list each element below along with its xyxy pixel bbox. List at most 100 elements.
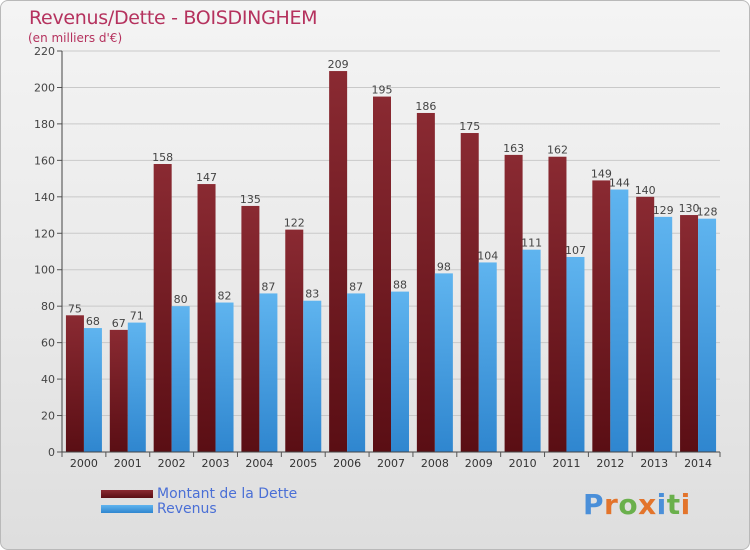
data-label-debt: 149 (591, 167, 612, 180)
logo-letter: t (666, 488, 681, 521)
bar-debt (592, 180, 611, 452)
data-label-revenue: 128 (697, 206, 718, 219)
bar-revenue (478, 262, 497, 452)
x-tick-label: 2003 (202, 457, 230, 470)
bar-debt (241, 205, 260, 452)
y-tick-label: 120 (34, 227, 55, 240)
data-label-revenue: 104 (477, 249, 498, 262)
bar-revenue (610, 189, 629, 452)
bar-debt (680, 215, 699, 452)
bar-revenue (522, 249, 541, 452)
bar-revenue (434, 273, 453, 452)
chart-title: Revenus/Dette - BOISDINGHEM (29, 7, 318, 29)
data-label-debt: 75 (68, 302, 82, 315)
data-label-revenue: 88 (393, 279, 407, 292)
y-tick-label: 140 (34, 191, 55, 204)
data-label-debt: 175 (459, 120, 480, 133)
y-tick-label: 200 (34, 81, 55, 94)
y-tick-label: 100 (34, 264, 55, 277)
legend-label-revenue: Revenus (157, 501, 217, 517)
data-label-revenue: 71 (130, 310, 144, 323)
data-label-revenue: 98 (437, 260, 451, 273)
data-label-revenue: 87 (349, 280, 363, 293)
y-tick-label: 80 (41, 300, 55, 313)
data-label-debt: 140 (635, 184, 656, 197)
data-label-revenue: 144 (609, 177, 630, 190)
bar-debt (153, 164, 172, 452)
legend-swatch-debt (101, 490, 153, 498)
bar-revenue (391, 291, 409, 452)
bar-debt (548, 156, 567, 452)
data-label-debt: 122 (284, 217, 305, 230)
bar-revenue (83, 328, 102, 452)
data-label-revenue: 129 (653, 204, 674, 217)
bar-debt (329, 71, 348, 453)
y-tick-label: 160 (34, 154, 55, 167)
x-tick-label: 2000 (70, 457, 98, 470)
data-label-debt: 162 (547, 144, 568, 157)
legend-swatch-revenue (101, 505, 153, 513)
data-label-debt: 186 (415, 100, 436, 113)
bar-debt (285, 229, 304, 452)
logo-letter: x (638, 488, 657, 521)
bar-revenue (303, 300, 322, 452)
x-tick-label: 2008 (421, 457, 449, 470)
data-label-debt: 195 (372, 84, 393, 97)
data-label-revenue: 68 (86, 315, 100, 328)
bar-revenue (654, 216, 673, 452)
data-label-revenue: 111 (521, 237, 542, 250)
bar-revenue (215, 302, 234, 452)
y-tick-label: 180 (34, 118, 55, 131)
y-tick-label: 20 (41, 410, 55, 423)
y-tick-label: 0 (48, 446, 55, 459)
y-tick-label: 40 (41, 373, 55, 386)
bar-debt (636, 196, 655, 452)
data-label-revenue: 87 (261, 280, 275, 293)
x-tick-label: 2005 (289, 457, 317, 470)
data-label-revenue: 107 (565, 244, 586, 257)
bar-revenue (259, 293, 278, 452)
bar-revenue (127, 322, 146, 452)
logo-letter: P (583, 488, 605, 521)
x-tick-label: 2011 (552, 457, 580, 470)
x-tick-label: 2013 (640, 457, 668, 470)
x-tick-label: 2002 (158, 457, 186, 470)
x-tick-label: 2007 (377, 457, 405, 470)
x-tick-label: 2014 (684, 457, 712, 470)
data-label-debt: 209 (328, 58, 349, 71)
bar-revenue (566, 256, 585, 452)
x-tick-label: 2009 (465, 457, 493, 470)
bar-debt (109, 329, 128, 452)
data-label-revenue: 83 (305, 288, 319, 301)
legend-label-debt: Montant de la Dette (157, 486, 298, 502)
bar-debt (65, 315, 84, 452)
bar-debt (504, 154, 523, 453)
proxiti-logo: Proxiti (583, 488, 691, 521)
bar-revenue (171, 306, 190, 452)
y-tick-label: 60 (41, 337, 55, 350)
data-label-debt: 135 (240, 193, 261, 206)
data-label-debt: 147 (196, 171, 217, 184)
data-label-debt: 163 (503, 142, 524, 155)
x-tick-label: 2001 (114, 457, 142, 470)
data-label-debt: 67 (112, 317, 126, 330)
logo-letter: i (680, 488, 691, 521)
bar-debt (197, 184, 216, 453)
logo-letter: i (656, 488, 667, 521)
x-tick-label: 2006 (333, 457, 361, 470)
bar-debt (416, 112, 435, 453)
bar-revenue (698, 218, 717, 452)
bar-debt (460, 133, 479, 453)
logo-letter: o (618, 488, 639, 521)
x-tick-label: 2010 (509, 457, 537, 470)
data-label-debt: 130 (679, 202, 700, 215)
data-label-debt: 158 (152, 151, 173, 164)
bar-debt (373, 96, 391, 453)
bar-revenue (347, 293, 366, 452)
logo-letter: r (604, 488, 619, 521)
x-tick-label: 2012 (596, 457, 624, 470)
data-label-revenue: 82 (218, 290, 232, 303)
chart-subtitle: (en milliers d'€) (28, 31, 123, 45)
